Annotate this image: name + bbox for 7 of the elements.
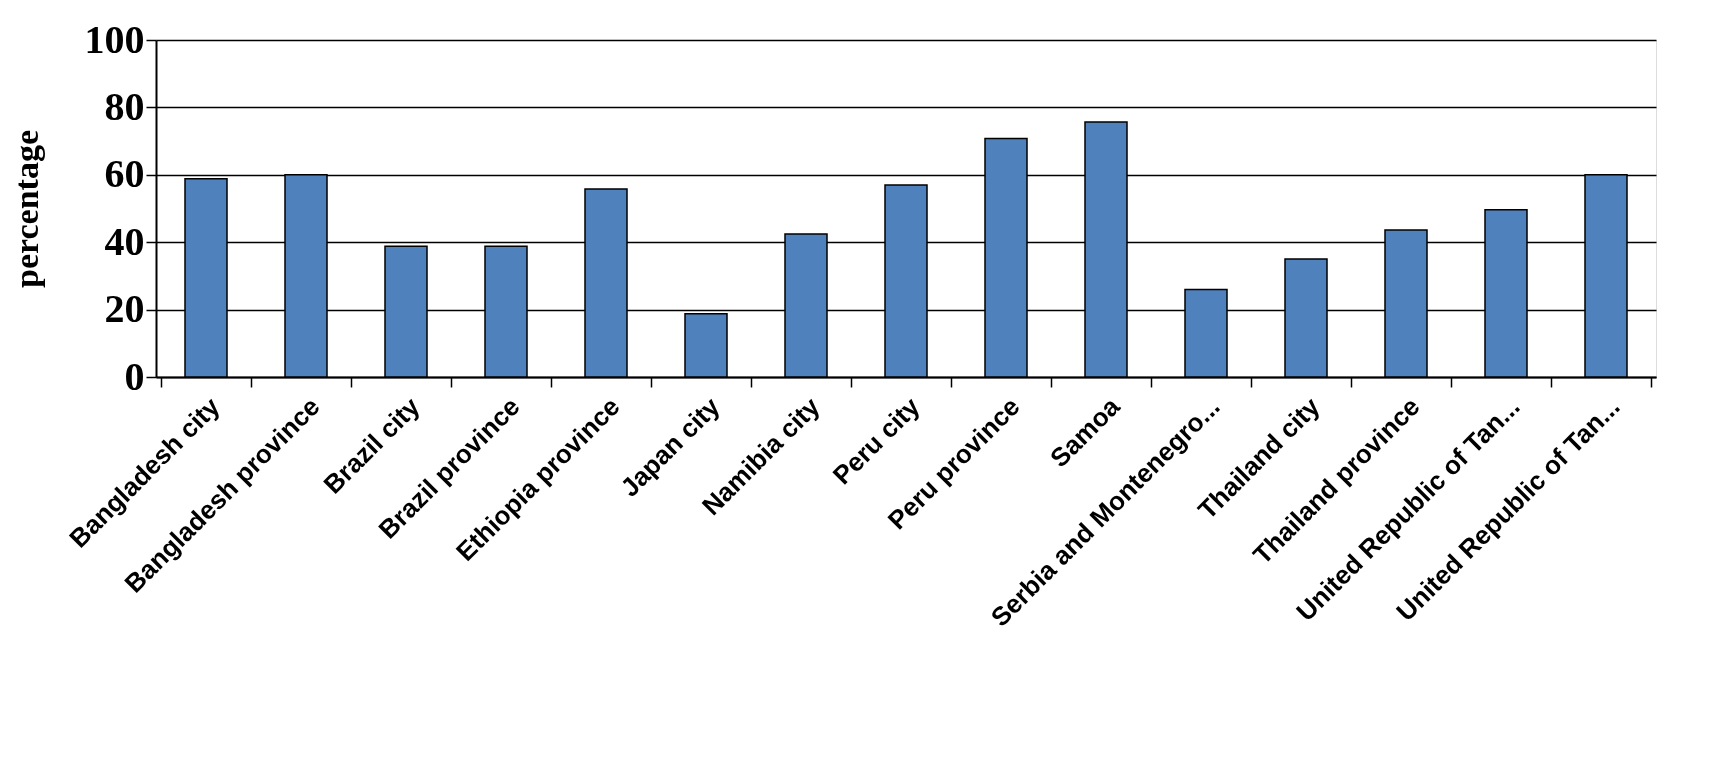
y-axis-title: percentage [7, 130, 45, 288]
y-tick-label: 80 [104, 83, 145, 129]
y-tick-label: 0 [124, 353, 145, 399]
y-tick-label: 100 [84, 16, 145, 62]
y-tick-label: 60 [104, 151, 145, 197]
y-tick-label: 40 [104, 218, 145, 264]
y-tick-label: 20 [104, 286, 145, 332]
